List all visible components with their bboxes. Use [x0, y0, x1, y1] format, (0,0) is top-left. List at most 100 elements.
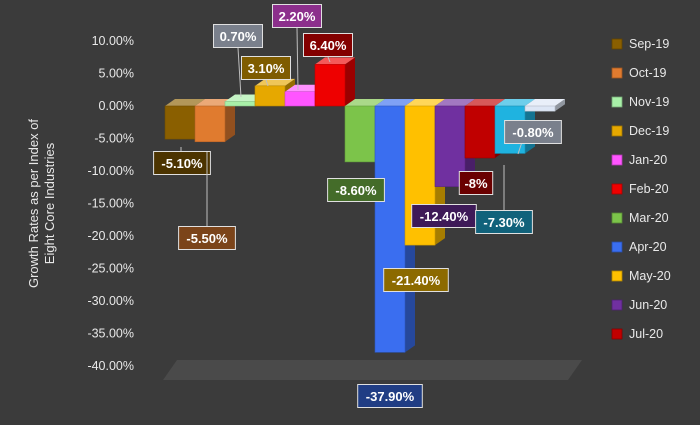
data-label-box: [153, 151, 211, 175]
legend-label: May-20: [629, 269, 671, 283]
bar-side: [555, 99, 565, 112]
legend-item: May-20: [611, 269, 671, 283]
data-label: 6.40%: [310, 38, 347, 53]
legend-swatch: [611, 38, 623, 50]
legend-swatch: [611, 299, 623, 311]
legend-label: Mar-20: [629, 211, 669, 225]
legend-item: Dec-19: [611, 124, 669, 138]
bar-front: [254, 85, 286, 107]
bar-side: [345, 57, 355, 106]
data-label: 3.10%: [248, 61, 285, 76]
data-label: -12.40%: [420, 209, 469, 224]
bar: [524, 99, 565, 112]
y-tick-label: -40.00%: [87, 359, 134, 373]
data-label: -5.10%: [161, 156, 203, 171]
legend-label: Oct-19: [629, 66, 667, 80]
data-label-leader: [237, 47, 242, 98]
legend-item: Feb-20: [611, 182, 669, 196]
data-label: -0.80%: [512, 125, 554, 140]
bar-top: [495, 99, 535, 106]
legend-swatch: [611, 212, 623, 224]
chart-floor: [163, 360, 582, 380]
bar-top: [345, 99, 385, 106]
bar-front: [524, 105, 556, 112]
legend-item: Jul-20: [611, 327, 663, 341]
legend-label: Jan-20: [629, 153, 667, 167]
bar-top: [375, 99, 415, 106]
data-label-leader: [265, 79, 269, 87]
data-label: -8.60%: [335, 183, 377, 198]
y-tick-label: -5.00%: [94, 132, 134, 146]
data-label: -21.40%: [392, 273, 441, 288]
bar-front: [314, 64, 346, 107]
y-tick-label: -30.00%: [87, 294, 134, 308]
bar: [314, 57, 355, 107]
legend-item: Jun-20: [611, 298, 667, 312]
legend-item: Oct-19: [611, 66, 667, 80]
data-label: -5.50%: [186, 231, 228, 246]
data-label-box: [178, 226, 236, 250]
bar-top: [465, 99, 505, 106]
y-tick-label: 5.00%: [99, 67, 134, 81]
data-label-box: [383, 268, 449, 292]
y-tick-label: 0.00%: [99, 99, 134, 113]
data-label-box: [458, 171, 494, 195]
legend-swatch: [611, 183, 623, 195]
data-label-leader: [296, 27, 299, 91]
bar-front: [344, 105, 376, 163]
legend-item: Nov-19: [611, 95, 669, 109]
legend-swatch: [611, 328, 623, 340]
data-label-box: [504, 120, 562, 144]
data-label-box: [475, 210, 533, 234]
legend-swatch: [611, 125, 623, 137]
y-axis-title-line: Eight Core Industries: [42, 142, 57, 264]
legend-swatch: [611, 67, 623, 79]
data-label: 2.20%: [279, 9, 316, 24]
y-axis-title: Growth Rates as per Index ofEight Core I…: [26, 119, 57, 288]
bar-side: [225, 99, 235, 142]
data-label-box: [213, 24, 263, 48]
bar-front: [284, 91, 316, 107]
data-label-box: [357, 384, 423, 408]
legend-label: Apr-20: [629, 240, 667, 254]
bar-top: [435, 99, 475, 106]
y-tick-label: 10.00%: [92, 34, 134, 48]
legend-label: Sep-19: [629, 37, 669, 51]
legend-label: Dec-19: [629, 124, 669, 138]
legend-swatch: [611, 154, 623, 166]
y-tick-label: -20.00%: [87, 229, 134, 243]
bar-top: [165, 99, 205, 106]
legend-label: Feb-20: [629, 182, 669, 196]
y-tick-label: -35.00%: [87, 327, 134, 341]
legend-label: Nov-19: [629, 95, 669, 109]
bar-front: [374, 105, 406, 353]
legend-label: Jul-20: [629, 327, 663, 341]
bar: [254, 78, 295, 107]
legend-swatch: [611, 270, 623, 282]
data-label: -37.90%: [366, 389, 415, 404]
bar-top: [315, 57, 355, 65]
y-tick-label: -15.00%: [87, 197, 134, 211]
bar-front: [464, 105, 496, 159]
legend-label: Jun-20: [629, 298, 667, 312]
data-label-box: [303, 33, 353, 57]
y-tick-label: -25.00%: [87, 262, 134, 276]
legend-item: Apr-20: [611, 240, 667, 254]
bar-top: [525, 99, 565, 106]
y-tick-label: -10.00%: [87, 164, 134, 178]
legend-swatch: [611, 241, 623, 253]
data-label: 0.70%: [220, 29, 257, 44]
data-label-box: [327, 178, 385, 202]
data-label-leader: [327, 56, 331, 63]
legend-item: Jan-20: [611, 153, 667, 167]
bar-front: [224, 101, 256, 107]
data-label: -7.30%: [483, 215, 525, 230]
legend-item: Sep-19: [611, 37, 669, 51]
data-label-box: [272, 4, 322, 28]
data-label: -8%: [464, 176, 488, 191]
y-axis-title-line: Growth Rates as per Index of: [26, 119, 41, 288]
legend-item: Mar-20: [611, 211, 669, 225]
bar-front: [194, 105, 226, 143]
